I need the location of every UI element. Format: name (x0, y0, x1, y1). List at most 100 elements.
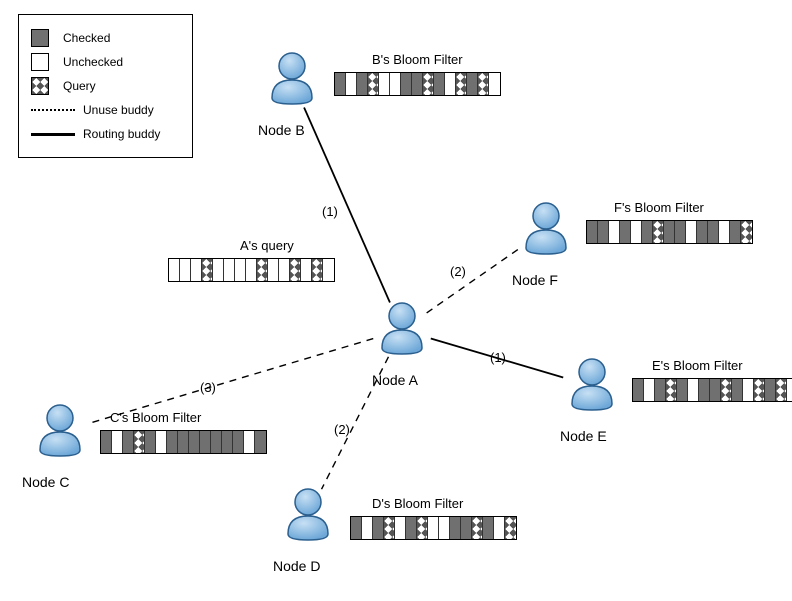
bloom-query-a (168, 258, 335, 282)
bloom-cell (312, 259, 323, 281)
bloom-cell (156, 431, 167, 453)
bloom-cell (732, 379, 743, 401)
bloom-cell (741, 221, 752, 243)
edge-label: (1) (490, 350, 506, 365)
bloom-cell (677, 379, 688, 401)
bloom-cell (351, 517, 362, 539)
bloom-cell (688, 379, 699, 401)
bloom-cell (653, 221, 664, 243)
bloom-cell (423, 73, 434, 95)
bloom-cell (202, 259, 213, 281)
bloom-cell (145, 431, 156, 453)
bloom-cell (167, 431, 178, 453)
legend-line-solid (31, 133, 75, 136)
bloom-cell (335, 73, 346, 95)
person-node-e (562, 352, 622, 412)
bloom-cell (368, 73, 379, 95)
legend-label: Unuse buddy (83, 103, 154, 117)
legend-item: Routing buddy (31, 125, 180, 143)
bloom-cell (467, 73, 478, 95)
bloom-cell (664, 221, 675, 243)
edge-label: (2) (334, 422, 350, 437)
legend: CheckedUncheckedQueryUnuse buddyRouting … (18, 14, 193, 158)
bloom-cell (373, 517, 384, 539)
person-node-c (30, 398, 90, 458)
bloom-cell (697, 221, 708, 243)
bloom-cell (489, 73, 500, 95)
bloom-cell (268, 259, 279, 281)
filter-label-c: C's Bloom Filter (110, 410, 201, 425)
bloom-cell (301, 259, 312, 281)
bloom-filter-c (100, 430, 267, 454)
bloom-filter-b (334, 72, 501, 96)
bloom-cell (721, 379, 732, 401)
bloom-cell (290, 259, 301, 281)
bloom-cell (456, 73, 467, 95)
person-node-f (516, 196, 576, 256)
bloom-cell (224, 259, 235, 281)
legend-label: Routing buddy (83, 127, 160, 141)
bloom-cell (445, 73, 456, 95)
legend-item: Unchecked (31, 53, 180, 71)
bloom-cell (434, 73, 445, 95)
bloom-cell (765, 379, 776, 401)
legend-line-dotted (31, 109, 75, 111)
bloom-cell (655, 379, 666, 401)
bloom-cell (686, 221, 697, 243)
bloom-cell (754, 379, 765, 401)
bloom-cell (180, 259, 191, 281)
bloom-cell (362, 517, 373, 539)
edge-label: (2) (450, 264, 466, 279)
bloom-cell (675, 221, 686, 243)
legend-swatch-unchecked (31, 53, 49, 71)
bloom-cell (200, 431, 211, 453)
bloom-cell (255, 431, 266, 453)
query-label: A's query (240, 238, 294, 253)
bloom-cell (395, 517, 406, 539)
filter-label-b: B's Bloom Filter (372, 52, 463, 67)
bloom-cell (439, 517, 450, 539)
bloom-cell (719, 221, 730, 243)
legend-label: Query (63, 79, 96, 93)
edge-label: (1) (322, 204, 338, 219)
bloom-cell (598, 221, 609, 243)
bloom-cell (478, 73, 489, 95)
bloom-cell (412, 73, 423, 95)
bloom-filter-e (632, 378, 792, 402)
person-node-a (372, 296, 432, 356)
bloom-cell (472, 517, 483, 539)
bloom-cell (169, 259, 180, 281)
legend-item: Unuse buddy (31, 101, 180, 119)
bloom-cell (483, 517, 494, 539)
bloom-cell (631, 221, 642, 243)
bloom-cell (346, 73, 357, 95)
bloom-cell (279, 259, 290, 281)
node-label-e: Node E (560, 428, 607, 444)
bloom-cell (134, 431, 145, 453)
bloom-cell (428, 517, 439, 539)
bloom-cell (101, 431, 112, 453)
bloom-cell (710, 379, 721, 401)
legend-swatch-query (31, 77, 49, 95)
person-node-d (278, 482, 338, 542)
edge-a-f (427, 247, 522, 313)
bloom-cell (699, 379, 710, 401)
bloom-cell (609, 221, 620, 243)
bloom-cell (235, 259, 246, 281)
legend-label: Unchecked (63, 55, 123, 69)
bloom-cell (246, 259, 257, 281)
bloom-cell (743, 379, 754, 401)
bloom-cell (123, 431, 134, 453)
bloom-cell (379, 73, 390, 95)
bloom-cell (644, 379, 655, 401)
bloom-cell (211, 431, 222, 453)
bloom-cell (233, 431, 244, 453)
bloom-cell (417, 517, 428, 539)
bloom-cell (357, 73, 368, 95)
node-label-f: Node F (512, 272, 558, 288)
bloom-cell (244, 431, 255, 453)
bloom-cell (213, 259, 224, 281)
node-label-a: Node A (372, 372, 418, 388)
filter-label-e: E's Bloom Filter (652, 358, 743, 373)
bloom-cell (461, 517, 472, 539)
